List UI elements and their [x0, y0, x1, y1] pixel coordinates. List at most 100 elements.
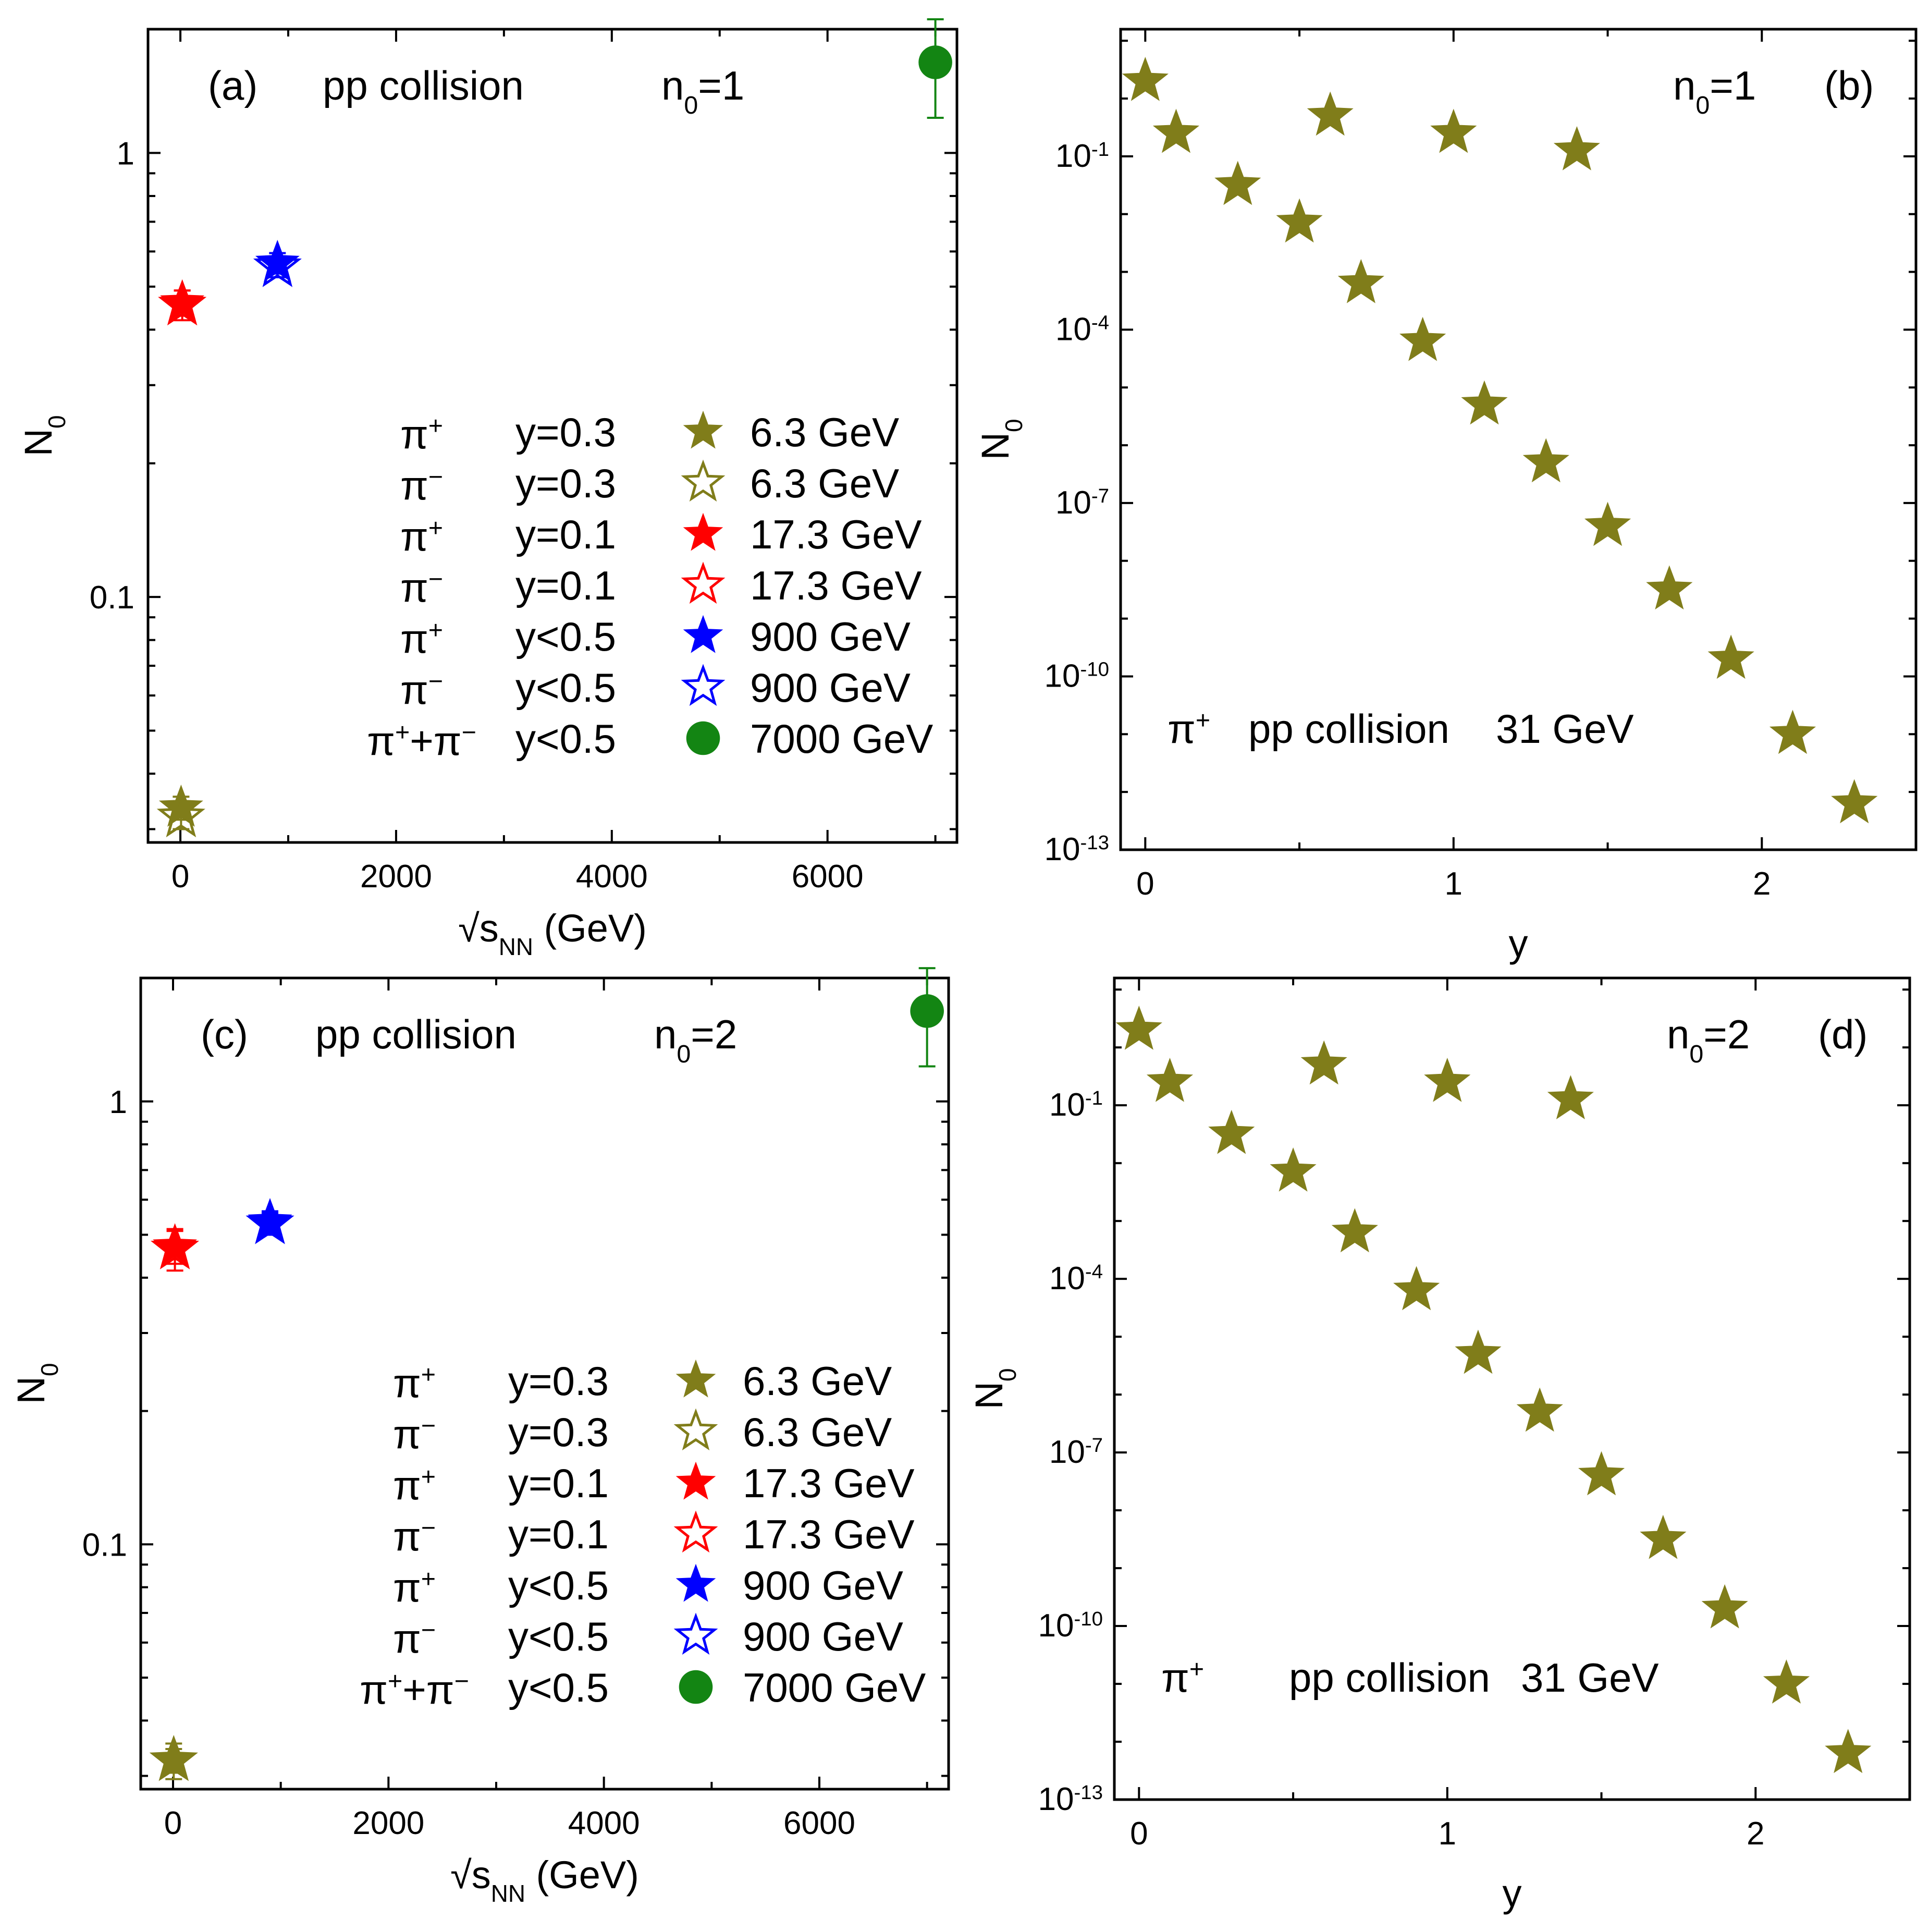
data-marker [1522, 438, 1569, 483]
legend-particle-part: + [421, 1361, 436, 1389]
title-annotation: pp collision [323, 63, 524, 108]
y-tick-label: 10-1 [1055, 138, 1109, 174]
legend-particle-part: π [400, 411, 428, 457]
x-tick-label: 2 [1753, 866, 1771, 902]
y-tick-label-part: 10 [1055, 485, 1091, 521]
data-point [1584, 502, 1631, 546]
y-tick-label-part: 10 [1038, 1781, 1074, 1817]
data-point [1331, 1208, 1378, 1253]
legend-rapidity: y=0.3 [508, 1409, 609, 1455]
data-marker [1276, 198, 1323, 243]
legend-particle: π− [393, 1513, 436, 1559]
legend-energy: 6.3 GeV [750, 409, 899, 455]
x-tick-label: 2 [1747, 1816, 1764, 1852]
data-point [1146, 1057, 1194, 1102]
data-point [158, 279, 207, 326]
data-marker [1701, 1584, 1748, 1629]
data-marker [1578, 1451, 1625, 1496]
legend-energy: 900 GeV [750, 614, 911, 659]
legend-marker [683, 615, 723, 653]
legend-particle-part: − [454, 1667, 469, 1695]
legend-particle-part: π [393, 1411, 421, 1457]
data-marker [910, 994, 944, 1028]
data-marker [1331, 1208, 1378, 1253]
data-marker [1337, 259, 1384, 303]
legend-rapidity: y=0.1 [508, 1511, 609, 1557]
legend-entry: π− y<0.5 900 GeV [400, 664, 911, 713]
legend-particle-part: π [360, 1667, 388, 1713]
n0-annotation-part: =2 [1703, 1011, 1750, 1057]
legend-rapidity: y<0.5 [515, 614, 616, 659]
data-marker [1640, 1514, 1687, 1559]
data-marker [245, 1198, 294, 1244]
title-annotation: pp collision [1289, 1655, 1490, 1701]
y-tick-label: 10-4 [1055, 311, 1109, 348]
y-tick-label: 10-1 [1049, 1087, 1103, 1123]
x-tick-label: 0 [1130, 1816, 1148, 1852]
data-point [918, 18, 952, 119]
particle-annotation-part: π [1161, 1655, 1189, 1701]
y-tick-label-part: 10 [1049, 1434, 1085, 1470]
y-tick-label: 10-13 [1044, 832, 1109, 868]
legend-entry: π+ y<0.5 900 GeV [393, 1562, 903, 1610]
legend-entry: π− y=0.3 6.3 GeV [400, 459, 899, 508]
particle-annotation: π+ [1168, 706, 1210, 752]
data-marker [1424, 1057, 1471, 1102]
data-marker [918, 45, 952, 79]
legend-marker [683, 410, 723, 449]
data-marker [156, 791, 205, 838]
legend-energy: 7000 GeV [750, 716, 933, 762]
legend-particle: π+ [393, 1564, 436, 1610]
data-marker [1553, 126, 1600, 170]
y-tick-label: 10-10 [1044, 658, 1109, 694]
n0-annotation: n0=1 [1673, 63, 1756, 119]
data-point [1763, 1659, 1810, 1704]
y-axis-title-part: N [967, 1381, 1011, 1409]
legend-rapidity: y<0.5 [515, 665, 616, 711]
data-point [1300, 1040, 1347, 1085]
y-tick-label-part: -10 [1080, 658, 1109, 680]
n0-annotation-part: n [1673, 63, 1695, 108]
data-point [1831, 779, 1878, 824]
x-axis-title-part: √ [458, 907, 480, 950]
data-marker [1584, 502, 1631, 546]
n0-annotation: n0=1 [661, 63, 744, 119]
legend-rapidity: y=0.1 [508, 1460, 609, 1506]
legend-particle-part: + [395, 718, 410, 747]
data-point [156, 791, 205, 838]
legend-particle-part: π [400, 667, 428, 713]
x-tick-label: 4000 [568, 1805, 640, 1841]
data-marker [1300, 1040, 1347, 1085]
plot-frame [146, 28, 959, 844]
data-point [245, 1198, 294, 1244]
y-axis-title: N0 [17, 415, 70, 457]
y-tick-label: 1 [109, 1084, 127, 1120]
legend-entry: π+ y=0.3 6.3 GeV [400, 409, 899, 457]
particle-annotation: π+ [1161, 1655, 1204, 1701]
legend-marker [675, 1359, 716, 1398]
x-axis-title-part: (GeV) [525, 1853, 639, 1897]
legend-energy: 900 GeV [743, 1613, 903, 1659]
data-marker [1831, 779, 1878, 824]
x-tick-label: 6000 [783, 1805, 855, 1841]
plot-frame [1119, 28, 1918, 851]
n0-annotation-part: =1 [1710, 63, 1756, 108]
title-annotation: pp collision [315, 1011, 517, 1057]
data-point [910, 967, 944, 1068]
y-tick-label: 10-4 [1049, 1261, 1103, 1297]
legend-particle-part: + [428, 616, 443, 644]
legend-rapidity: y<0.5 [508, 1613, 609, 1659]
legend-particle-part: π [400, 565, 428, 610]
n0-annotation-part: n [654, 1011, 677, 1057]
data-marker [1646, 565, 1693, 610]
panel-label: (a) [208, 63, 257, 108]
data-marker [1115, 1006, 1162, 1050]
y-tick-label-part: 10 [1044, 832, 1080, 867]
data-marker [1399, 316, 1446, 361]
data-point [1640, 1514, 1687, 1559]
y-tick-label-part: 10 [1049, 1261, 1085, 1297]
legend-particle: π− [393, 1411, 436, 1457]
n0-annotation-part: 0 [677, 1040, 691, 1068]
legend-particle-part: π [393, 1462, 421, 1508]
legend-marker [673, 1408, 718, 1451]
